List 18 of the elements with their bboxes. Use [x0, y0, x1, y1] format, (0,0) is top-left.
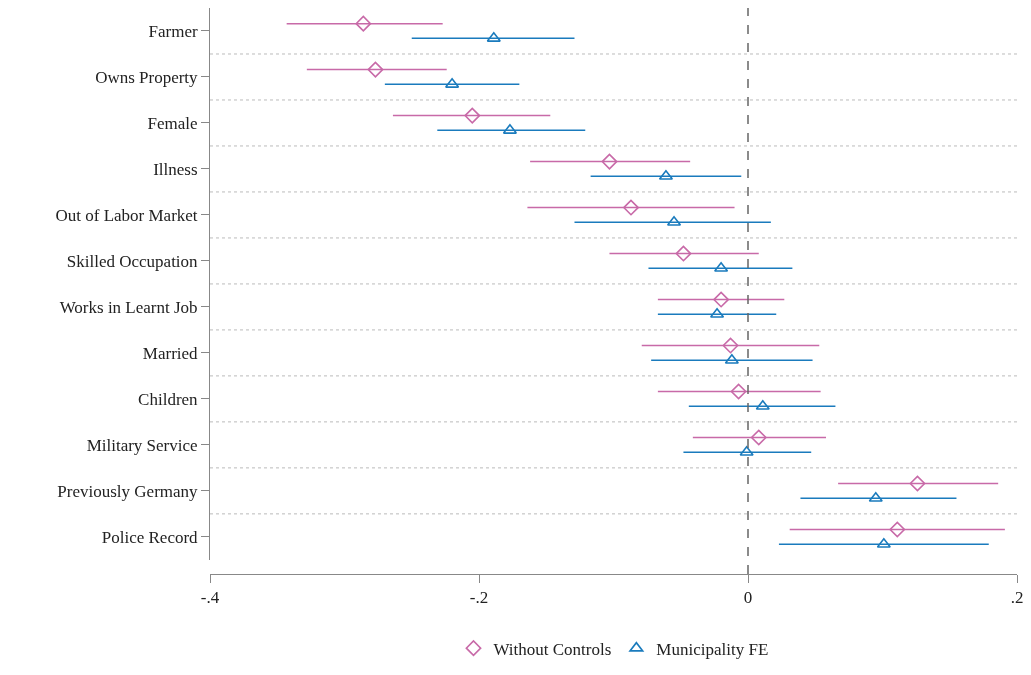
legend-label: Municipality FE [656, 639, 769, 659]
x-tick-label: -.4 [200, 588, 220, 608]
x-tick-label: .2 [1010, 588, 1024, 608]
y-tick-label: Illness [153, 159, 198, 179]
y-tick-label: Military Service [86, 435, 198, 455]
y-tick-label: Out of Labor Market [55, 205, 198, 225]
y-tick-label: Owns Property [95, 67, 199, 87]
y-tick-label: Previously Germany [57, 481, 199, 501]
y-tick-label: Children [138, 389, 199, 409]
y-tick-label: Married [142, 343, 199, 363]
y-tick-label: Skilled Occupation [66, 251, 199, 271]
x-tick-label: -.2 [469, 588, 489, 608]
y-tick-label: Police Record [101, 527, 199, 547]
y-tick-label: Female [147, 113, 198, 133]
x-tick-label: 0 [743, 588, 753, 608]
y-tick-label: Farmer [148, 21, 198, 41]
y-tick-label: Works in Learnt Job [59, 297, 198, 317]
legend-label: Without Controls [493, 639, 612, 659]
